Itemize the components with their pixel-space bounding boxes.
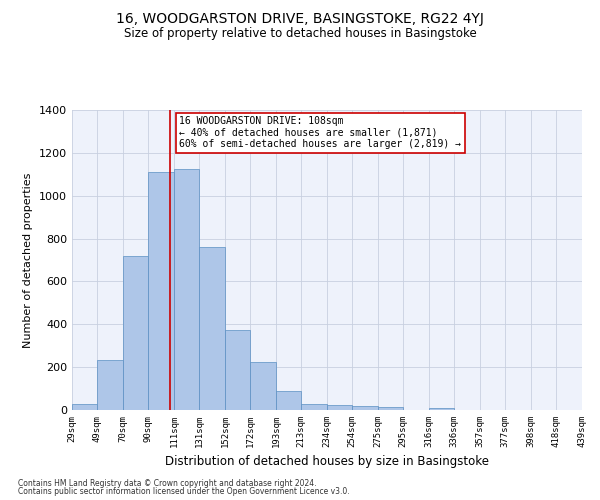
Bar bbox=[199, 247, 225, 410]
Bar bbox=[378, 407, 403, 410]
Text: Contains HM Land Registry data © Crown copyright and database right 2024.: Contains HM Land Registry data © Crown c… bbox=[18, 478, 317, 488]
Bar bbox=[352, 406, 378, 410]
X-axis label: Distribution of detached houses by size in Basingstoke: Distribution of detached houses by size … bbox=[165, 456, 489, 468]
Text: 16 WOODGARSTON DRIVE: 108sqm
← 40% of detached houses are smaller (1,871)
60% of: 16 WOODGARSTON DRIVE: 108sqm ← 40% of de… bbox=[179, 116, 461, 149]
Text: 16, WOODGARSTON DRIVE, BASINGSTOKE, RG22 4YJ: 16, WOODGARSTON DRIVE, BASINGSTOKE, RG22… bbox=[116, 12, 484, 26]
Bar bbox=[174, 169, 199, 410]
Bar bbox=[276, 390, 301, 410]
Bar bbox=[301, 404, 327, 410]
Bar bbox=[123, 256, 148, 410]
Bar bbox=[327, 404, 352, 410]
Text: Size of property relative to detached houses in Basingstoke: Size of property relative to detached ho… bbox=[124, 28, 476, 40]
Bar bbox=[72, 404, 97, 410]
Bar bbox=[429, 408, 454, 410]
Bar bbox=[148, 172, 174, 410]
Text: Contains public sector information licensed under the Open Government Licence v3: Contains public sector information licen… bbox=[18, 487, 350, 496]
Bar bbox=[225, 330, 250, 410]
Y-axis label: Number of detached properties: Number of detached properties bbox=[23, 172, 34, 348]
Bar bbox=[250, 362, 276, 410]
Bar bbox=[97, 360, 123, 410]
